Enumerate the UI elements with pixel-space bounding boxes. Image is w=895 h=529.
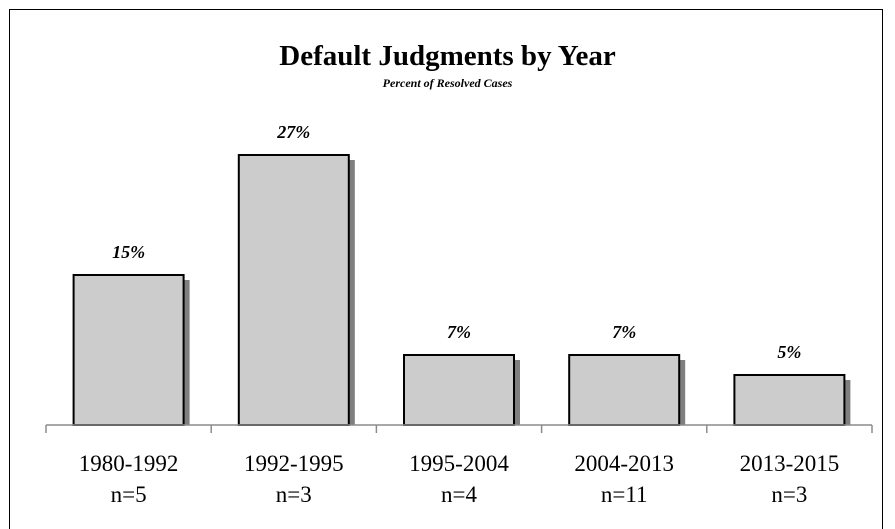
data-label: 5% <box>777 342 801 362</box>
x-tick-label: 1992-1995 <box>244 451 344 476</box>
sample-size-label: n=5 <box>111 482 147 507</box>
x-tick-label: 1995-2004 <box>409 451 509 476</box>
chart-title: Default Judgments by Year <box>279 40 616 72</box>
x-tick-label: 2004-2013 <box>574 451 674 476</box>
chart-frame <box>9 9 883 529</box>
bar <box>733 374 846 426</box>
bar <box>568 354 681 426</box>
bar-chart: 15% 27% 7% 7% 5% 1980-1992 n=5 1992-1995 n=3 1995… <box>45 122 873 507</box>
sample-size-label: n=4 <box>441 482 477 507</box>
bar <box>72 274 185 426</box>
data-label: 15% <box>112 242 145 262</box>
sample-size-label: n=11 <box>601 482 648 507</box>
bar <box>403 354 515 426</box>
bar <box>237 154 350 426</box>
chart-subtitle: Percent of Resolved Cases <box>382 76 513 90</box>
x-tick-label: 1980-1992 <box>79 451 179 476</box>
x-tick-label: 2013-2015 <box>740 451 840 476</box>
sample-size-label: n=3 <box>276 482 312 507</box>
data-label: 7% <box>447 322 471 342</box>
data-label: 27% <box>276 122 310 142</box>
data-label: 7% <box>612 322 636 342</box>
sample-size-label: n=3 <box>771 482 807 507</box>
